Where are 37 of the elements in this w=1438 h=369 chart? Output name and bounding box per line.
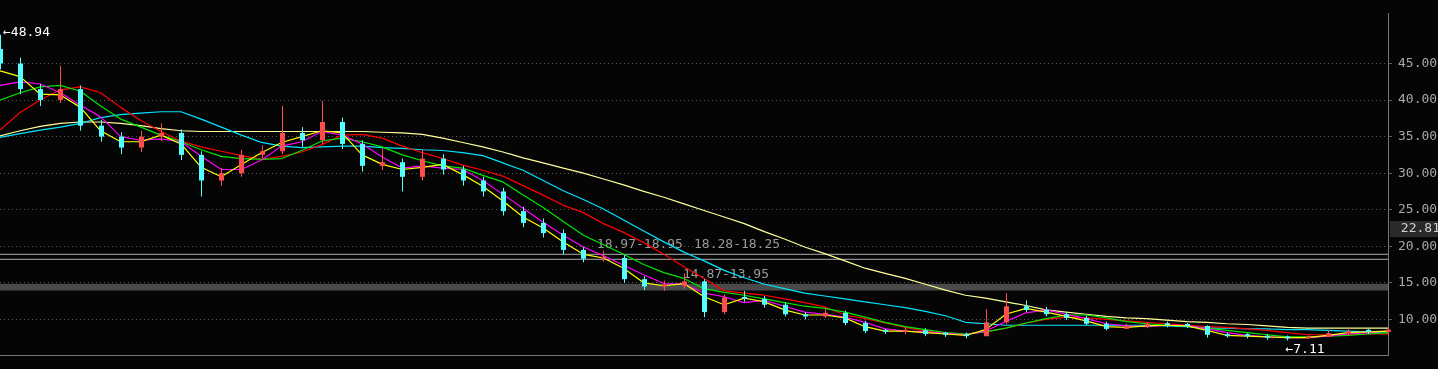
candlestick (300, 126, 305, 148)
band-label: 18.28-18.25 (694, 235, 781, 251)
candlestick (400, 158, 405, 192)
y-tick-label: 25.00 (1398, 201, 1438, 217)
y-tick-label: 20.00 (1398, 237, 1438, 253)
y-tick-label: 10.00 (1398, 310, 1438, 326)
candlestick (360, 139, 365, 173)
candlestick (38, 83, 43, 107)
candlestick (58, 65, 63, 104)
candlestick (722, 294, 727, 315)
y-tick-label: 45.00 (1398, 54, 1438, 70)
candlestick (541, 217, 546, 238)
candlestick (139, 130, 144, 153)
candlestick (99, 119, 104, 143)
annotation: ←48.94 (3, 24, 51, 40)
candlestick (461, 165, 466, 187)
candlestick (239, 149, 244, 178)
candlestick (481, 176, 486, 198)
candlestick (561, 228, 566, 255)
candlestick (1004, 292, 1009, 325)
candlestick (501, 187, 506, 217)
annotation: ←7.11 (1285, 340, 1325, 356)
y-tick-label: 15.00 (1398, 274, 1438, 290)
candlestick (320, 100, 325, 145)
candlestick (119, 131, 124, 155)
y-tick-label: 30.00 (1398, 164, 1438, 180)
candlestick (280, 105, 285, 155)
candlestick (622, 254, 627, 284)
candlestick (984, 308, 989, 337)
candlestick (340, 117, 345, 150)
candlestick (521, 206, 526, 228)
candlestick (179, 128, 184, 161)
candlestick (441, 153, 446, 176)
y-tick-label: 35.00 (1398, 127, 1438, 143)
candlestick (380, 147, 385, 171)
y-tick-label: 40.00 (1398, 91, 1438, 107)
candlestick (420, 148, 425, 181)
